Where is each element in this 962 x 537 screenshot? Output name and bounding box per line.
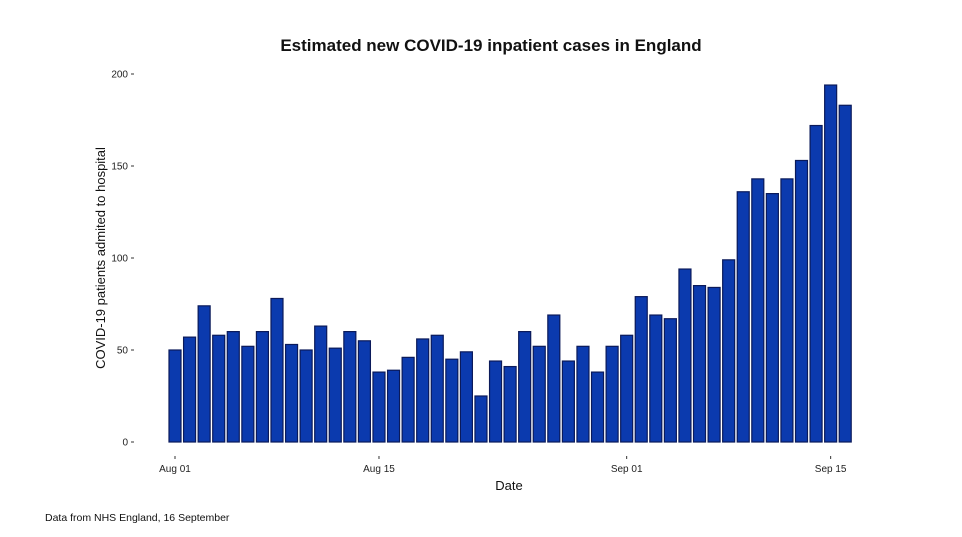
y-axis: 0 50 100 150 200 — [111, 70, 134, 449]
bar-aug-27: Aug 27: 69 — [547, 314, 561, 443]
bar-aug-01: Aug 01: 50 — [168, 349, 182, 443]
bar-aug-25: Aug 25: 60 — [518, 331, 532, 443]
bar-aug-05: Aug 05: 60 — [226, 331, 240, 443]
bar-aug-09: Aug 09: 53 — [284, 343, 299, 443]
bar-sep-11: Sep 11: 135 — [765, 193, 779, 443]
x-axis-title: Date — [495, 478, 522, 493]
bar-sep-14: Sep 14: 172 — [809, 124, 823, 443]
bar-aug-18: Aug 18: 56 — [416, 338, 430, 443]
bar-sep-02: Sep 02: 79 — [634, 296, 648, 443]
bar-aug-11: Aug 11: 63 — [314, 325, 328, 443]
bar-sep-13: Sep 13: 153 — [794, 159, 809, 443]
bar-sep-12: Sep 12: 143 — [780, 178, 794, 443]
chart-title: Estimated new COVID-19 inpatient cases i… — [280, 36, 702, 55]
bar-aug-26: Aug 26: 52 — [532, 345, 546, 443]
bar-aug-29: Aug 29: 52 — [576, 345, 590, 443]
bar-aug-08: Aug 08: 78 — [270, 297, 284, 443]
x-axis: Aug 01 Aug 15 Sep 01 Sep 15 — [159, 456, 847, 475]
bar-aug-30: Aug 30: 38 — [590, 371, 605, 443]
bar-sep-08: Sep 08: 99 — [722, 259, 736, 443]
source-note: Data from NHS England, 16 September — [45, 512, 230, 524]
bar-sep-04: Sep 04: 67 — [663, 318, 677, 443]
bar-sep-09: Sep 09: 136 — [736, 191, 750, 443]
bar-aug-22: Aug 22: 25 — [474, 395, 488, 443]
bar-aug-06: Aug 06: 52 — [241, 345, 255, 443]
bar-aug-03: Aug 03: 74 — [197, 305, 211, 443]
bar-sep-10: Sep 10: 143 — [751, 178, 765, 443]
y-tick-label: 0 — [122, 438, 128, 449]
y-tick-label: 200 — [111, 70, 128, 81]
bar-aug-28: Aug 28: 44 — [561, 360, 575, 443]
bar-aug-15: Aug 15: 38 — [372, 371, 386, 443]
bar-sep-06: Sep 06: 85 — [692, 285, 707, 443]
bar-aug-19: Aug 19: 58 — [430, 334, 444, 443]
bar-aug-04: Aug 04: 58 — [212, 334, 226, 443]
y-tick-label: 50 — [117, 346, 129, 357]
bar-aug-14: Aug 14: 55 — [357, 340, 372, 443]
bar-aug-24: Aug 24: 41 — [503, 365, 517, 443]
bar-aug-13: Aug 13: 60 — [343, 331, 357, 443]
bar-aug-02: Aug 02: 57 — [182, 336, 197, 443]
bar-sep-03: Sep 03: 69 — [649, 314, 663, 443]
bar-aug-23: Aug 23: 44 — [488, 360, 503, 443]
y-tick-label: 100 — [111, 254, 128, 265]
bar-sep-07: Sep 07: 84 — [707, 286, 721, 443]
bar-sep-01: Sep 01: 58 — [620, 334, 634, 443]
bar-aug-07: Aug 07: 60 — [255, 331, 270, 443]
bar-aug-12: Aug 12: 51 — [328, 347, 342, 443]
bar-sep-16: Sep 16: 183 — [838, 104, 852, 443]
bar-aug-20: Aug 20: 45 — [445, 358, 459, 443]
bar-sep-15: Sep 15: 194 — [824, 84, 838, 443]
bar-aug-21: Aug 21: 49 — [459, 351, 473, 443]
y-tick-label: 150 — [111, 162, 128, 173]
x-tick-label: Sep 15 — [815, 464, 847, 475]
bar-aug-16: Aug 16: 39 — [386, 369, 401, 443]
bar-aug-10: Aug 10: 50 — [299, 349, 313, 443]
x-tick-label: Aug 01 — [159, 464, 191, 475]
bar-aug-17: Aug 17: 46 — [401, 356, 415, 443]
bar-sep-05: Sep 05: 94 — [678, 268, 692, 443]
x-tick-label: Sep 01 — [611, 464, 643, 475]
bars-group: Aug 01: 50Aug 02: 57Aug 03: 74Aug 04: 58… — [168, 84, 852, 443]
y-axis-title: COVID-19 patients admited to hospital — [93, 147, 108, 369]
bar-aug-31: Aug 31: 52 — [605, 345, 619, 443]
x-tick-label: Aug 15 — [363, 464, 395, 475]
